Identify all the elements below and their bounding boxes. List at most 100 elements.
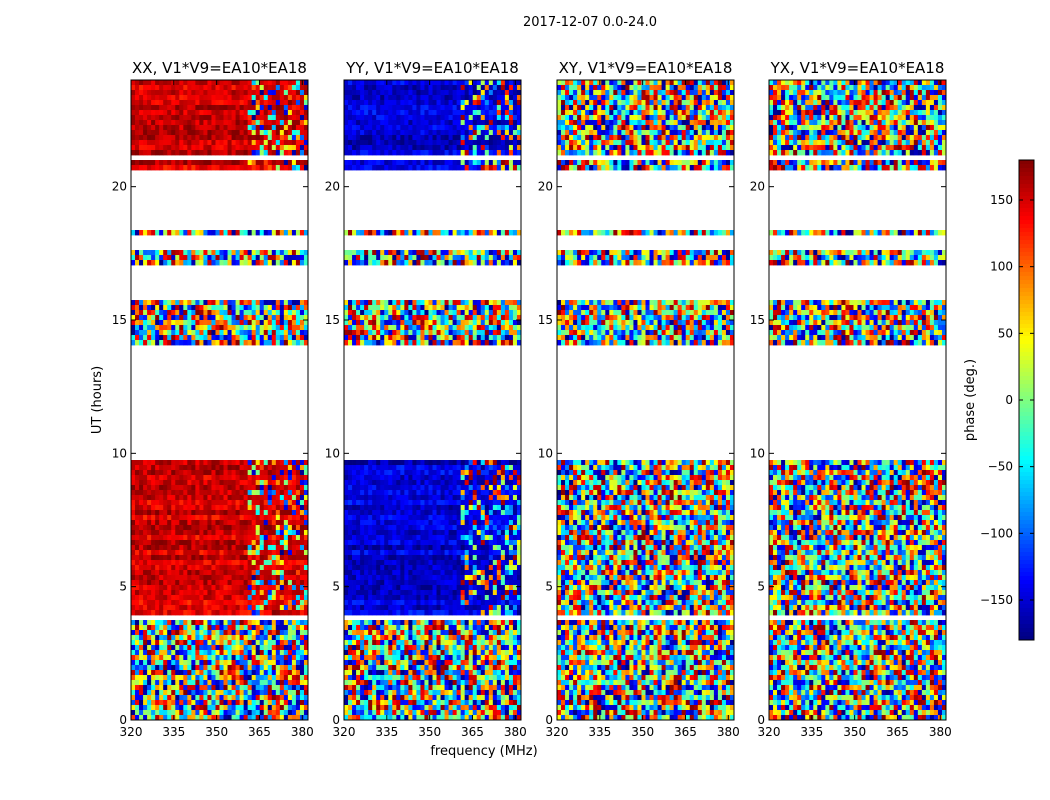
colorbar-segment — [1019, 488, 1034, 493]
colorbar-segment — [1019, 444, 1034, 449]
colorbar-segment — [1019, 604, 1034, 609]
colorbar-segment — [1019, 300, 1034, 305]
colorbar-segment — [1019, 456, 1034, 461]
colorbar-segment — [1019, 204, 1034, 209]
colorbar-segment — [1019, 504, 1034, 509]
colorbar-segment — [1019, 216, 1034, 221]
colorbar-segment — [1019, 188, 1034, 193]
colorbar-segment — [1019, 508, 1034, 513]
colorbar-segment — [1019, 572, 1034, 577]
y-tick-label: 5 — [757, 580, 765, 594]
x-tick-label: 335 — [800, 725, 823, 739]
colorbar-segment — [1019, 532, 1034, 537]
colorbar-segment — [1019, 424, 1034, 429]
x-tick-label: 335 — [588, 725, 611, 739]
figure-title: 2017-12-07 0.0-24.0 — [523, 15, 657, 30]
y-axis-label: UT (hours) — [90, 366, 105, 434]
colorbar-segment — [1019, 280, 1034, 285]
colorbar-segment — [1019, 240, 1034, 245]
colorbar-tick-label: −150 — [980, 593, 1013, 607]
x-tick-label: 380 — [717, 725, 740, 739]
y-tick-label: 10 — [538, 446, 553, 460]
colorbar-segment — [1019, 232, 1034, 237]
colorbar-segment — [1019, 160, 1034, 165]
y-tick-label: 10 — [750, 446, 765, 460]
colorbar-segment — [1019, 612, 1034, 617]
colorbar-tick-label: 50 — [998, 326, 1013, 340]
colorbar-segment — [1019, 516, 1034, 521]
panel-1: XX, V1*V9=EA10*EA18 320 335 350 365 380 0 5 10 15… — [112, 59, 314, 739]
colorbar-segment — [1019, 380, 1034, 385]
colorbar-segment — [1019, 372, 1034, 377]
x-tick-label: 320 — [546, 725, 569, 739]
colorbar-segment — [1019, 304, 1034, 309]
colorbar-segment — [1019, 264, 1034, 269]
colorbar-segment — [1019, 164, 1034, 169]
colorbar-segment — [1019, 272, 1034, 277]
colorbar-label: phase (deg.) — [963, 359, 978, 441]
colorbar-tick-label: 150 — [990, 193, 1013, 207]
colorbar-segment — [1019, 220, 1034, 225]
colorbar-segment — [1019, 548, 1034, 553]
colorbar-segment — [1019, 628, 1034, 633]
colorbar-segment — [1019, 192, 1034, 197]
x-tick-label: 320 — [333, 725, 356, 739]
y-tick-label: 0 — [119, 713, 127, 727]
colorbar-segment — [1019, 560, 1034, 565]
y-tick-label: 10 — [325, 446, 340, 460]
panel-frame — [343, 79, 522, 721]
colorbar-segment — [1019, 492, 1034, 497]
y-tick-label: 5 — [545, 580, 553, 594]
y-tick-label: 10 — [112, 446, 127, 460]
colorbar-segment — [1019, 428, 1034, 433]
colorbar-segment — [1019, 584, 1034, 589]
colorbar-segment — [1019, 284, 1034, 289]
colorbar-segment — [1019, 252, 1034, 257]
colorbar-segment — [1019, 616, 1034, 621]
panel-heatmap — [344, 80, 522, 721]
x-tick-label: 350 — [631, 725, 654, 739]
y-tick-label: 0 — [545, 713, 553, 727]
colorbar-segment — [1019, 464, 1034, 469]
colorbar-segment — [1019, 500, 1034, 505]
colorbar-segment — [1019, 196, 1034, 201]
colorbar-segment — [1019, 224, 1034, 229]
colorbar-segment — [1019, 436, 1034, 441]
colorbar-segment — [1019, 588, 1034, 593]
y-tick-label: 15 — [112, 313, 127, 327]
colorbar-segment — [1019, 468, 1034, 473]
colorbar-segment — [1019, 452, 1034, 457]
colorbar-segment — [1019, 296, 1034, 301]
colorbar-segment — [1019, 544, 1034, 549]
y-tick-label: 15 — [325, 313, 340, 327]
colorbar-segment — [1019, 632, 1034, 637]
colorbar-segment — [1019, 184, 1034, 189]
colorbar-segment — [1019, 256, 1034, 261]
colorbar-segment — [1019, 600, 1034, 605]
colorbar-segment — [1019, 404, 1034, 409]
colorbar-segment — [1019, 480, 1034, 485]
colorbar-segment — [1019, 176, 1034, 181]
x-tick-label: 380 — [929, 725, 952, 739]
colorbar-segment — [1019, 268, 1034, 273]
colorbar-segment — [1019, 624, 1034, 629]
x-tick-label: 350 — [418, 725, 441, 739]
colorbar-segment — [1019, 236, 1034, 241]
colorbar-segment — [1019, 460, 1034, 465]
colorbar-tick-label: −50 — [988, 460, 1013, 474]
colorbar-tick-label: 0 — [1005, 393, 1013, 407]
panel-4: YX, V1*V9=EA10*EA18 320 335 350 365 380 0 5 10 15… — [750, 59, 952, 739]
y-tick-label: 20 — [538, 180, 553, 194]
colorbar-segment — [1019, 636, 1034, 641]
x-tick-label: 350 — [205, 725, 228, 739]
colorbar-segment — [1019, 308, 1034, 313]
panel-title: YX, V1*V9=EA10*EA18 — [770, 59, 945, 77]
colorbar-segment — [1019, 352, 1034, 357]
x-tick-label: 380 — [291, 725, 314, 739]
colorbar-segment — [1019, 592, 1034, 597]
panel-frame — [130, 79, 309, 721]
x-tick-label: 365 — [461, 725, 484, 739]
colorbar-segment — [1019, 448, 1034, 453]
colorbar-segment — [1019, 388, 1034, 393]
